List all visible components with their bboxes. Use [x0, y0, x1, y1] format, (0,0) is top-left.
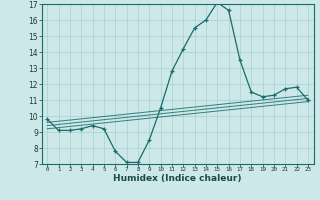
X-axis label: Humidex (Indice chaleur): Humidex (Indice chaleur)	[113, 174, 242, 183]
